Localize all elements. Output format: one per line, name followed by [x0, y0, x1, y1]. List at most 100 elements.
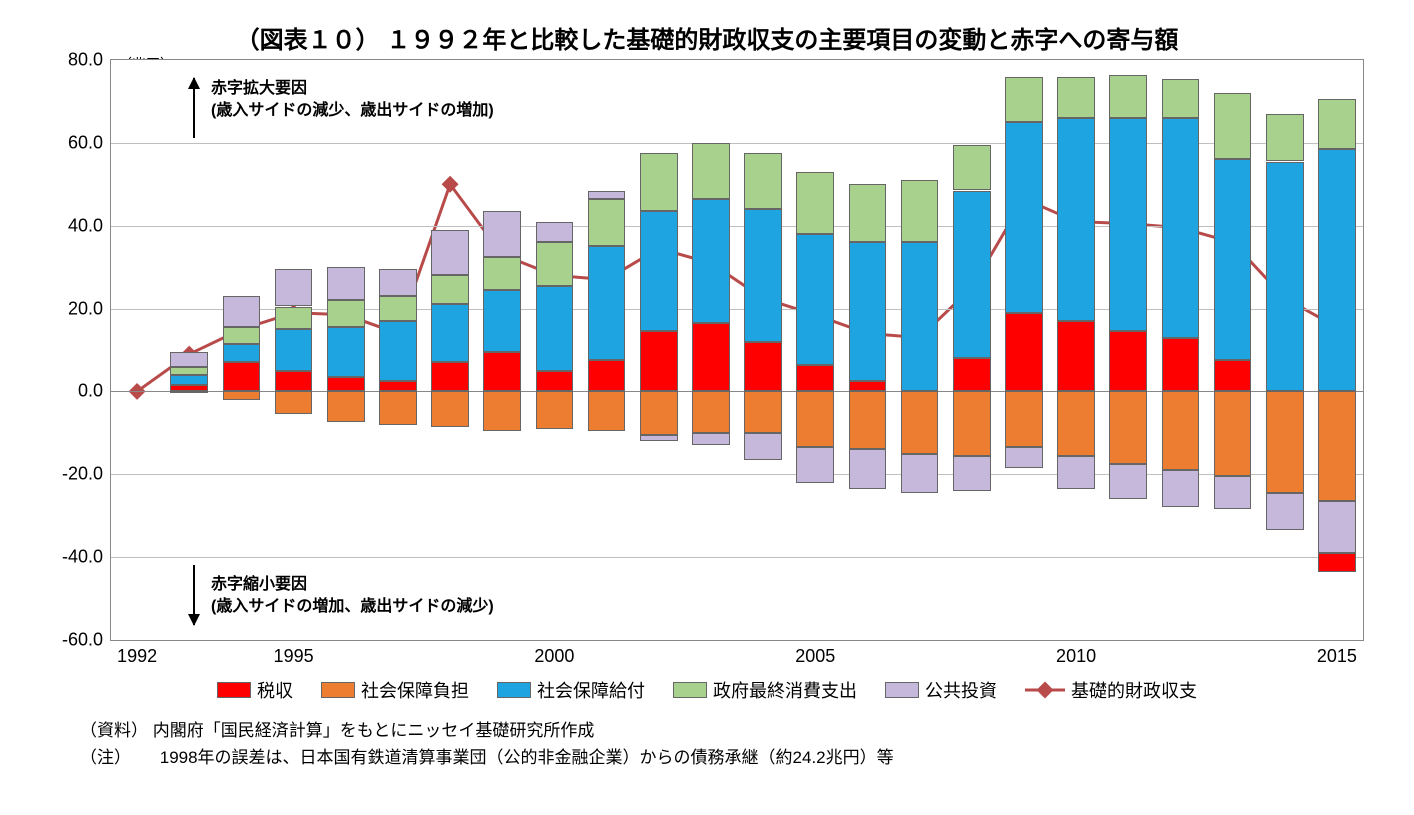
bar-group	[849, 60, 887, 640]
bar-seg-public_invest	[536, 222, 574, 243]
bar-seg-public_invest	[1005, 447, 1043, 468]
bar-seg-ss_benefit	[901, 242, 939, 391]
bar-seg-public_invest	[1162, 470, 1200, 507]
x-tick-label: 2010	[1056, 646, 1096, 667]
annotation-bottom-line2: (歳入サイドの増加、歳出サイドの減少)	[211, 598, 494, 615]
bar-seg-tax_revenue	[1005, 313, 1043, 392]
x-tick-label: 1992	[117, 646, 157, 667]
bar-seg-ss_burden	[536, 391, 574, 428]
bar-seg-public_invest	[275, 269, 313, 306]
bar-seg-gov_consume	[431, 275, 469, 304]
bar-seg-ss_benefit	[275, 329, 313, 370]
annotation-top-line2: (歳入サイドの減少、歳出サイドの増加)	[211, 102, 494, 119]
bar-seg-ss_burden	[1162, 391, 1200, 470]
bar-seg-tax_revenue	[640, 331, 678, 391]
legend-swatch	[885, 682, 919, 698]
legend-label: 社会保障給付	[537, 677, 645, 703]
bar-seg-tax_revenue	[692, 323, 730, 391]
bar-seg-public_invest	[849, 449, 887, 488]
bar-seg-gov_consume	[170, 367, 208, 375]
bar-seg-ss_burden	[588, 391, 626, 430]
bar-seg-public_invest	[640, 435, 678, 441]
legend-label: 基礎的財政収支	[1071, 677, 1197, 703]
y-tick-label: -20.0	[62, 464, 103, 485]
bar-seg-tax_revenue	[327, 377, 365, 392]
legend-item-pb-line: 基礎的財政収支	[1025, 677, 1197, 703]
bar-seg-gov_consume	[1005, 77, 1043, 123]
bar-seg-ss_benefit	[744, 209, 782, 342]
bar-seg-tax_revenue	[1057, 321, 1095, 391]
y-tick-label: 20.0	[68, 298, 103, 319]
bar-group	[1057, 60, 1095, 640]
bar-seg-public_invest	[1266, 493, 1304, 530]
bar-seg-ss_benefit	[327, 327, 365, 377]
legend-label: 公共投資	[925, 677, 997, 703]
bar-seg-ss_benefit	[1005, 122, 1043, 313]
legend-swatch	[321, 682, 355, 698]
bar-seg-ss_benefit	[692, 199, 730, 323]
bar-seg-tax_revenue	[431, 362, 469, 391]
bar-group	[901, 60, 939, 640]
legend-line-icon	[1025, 683, 1065, 697]
bar-seg-ss_burden	[1005, 391, 1043, 447]
bar-group	[483, 60, 521, 640]
bar-group	[640, 60, 678, 640]
bar-seg-ss_benefit	[1266, 162, 1304, 392]
y-tick-label: -60.0	[62, 630, 103, 651]
bar-group	[327, 60, 365, 640]
bar-seg-ss_burden	[953, 391, 991, 455]
bar-seg-ss_burden	[640, 391, 678, 435]
bar-seg-public_invest	[223, 296, 261, 327]
bar-seg-public_invest	[379, 269, 417, 296]
bar-seg-tax_revenue	[744, 342, 782, 392]
bar-seg-gov_consume	[1318, 99, 1356, 149]
annotation-top: 赤字拡大要因(歳入サイドの減少、歳出サイドの増加)	[211, 78, 494, 123]
bar-seg-public_invest	[483, 211, 521, 257]
bar-seg-ss_benefit	[536, 286, 574, 371]
bar-seg-tax_revenue	[1214, 360, 1252, 391]
bar-seg-tax_revenue	[588, 360, 626, 391]
bar-group	[431, 60, 469, 640]
legend-swatch	[497, 682, 531, 698]
bar-seg-public_invest	[170, 352, 208, 367]
bar-seg-public_invest	[1057, 456, 1095, 489]
bar-group	[796, 60, 834, 640]
bar-seg-ss_benefit	[1318, 149, 1356, 391]
bar-seg-public_invest	[901, 454, 939, 493]
bar-group	[1162, 60, 1200, 640]
bar-seg-ss_burden	[901, 391, 939, 453]
bar-seg-gov_consume	[1266, 114, 1304, 162]
bar-seg-ss_benefit	[1214, 159, 1252, 360]
bar-group	[1109, 60, 1147, 640]
y-tick-label: 40.0	[68, 215, 103, 236]
bar-seg-ss_benefit	[640, 211, 678, 331]
bar-seg-ss_benefit	[849, 242, 887, 381]
bar-seg-tax_revenue	[223, 362, 261, 391]
bar-seg-public_invest	[588, 191, 626, 199]
bar-seg-gov_consume	[327, 300, 365, 327]
bar-seg-gov_consume	[744, 153, 782, 209]
bar-seg-gov_consume	[796, 172, 834, 234]
x-tick-label: 2015	[1317, 646, 1357, 667]
bar-seg-ss_benefit	[588, 246, 626, 360]
bar-group	[588, 60, 626, 640]
bar-seg-public_invest	[953, 456, 991, 491]
bar-seg-gov_consume	[536, 242, 574, 286]
legend-label: 社会保障負担	[361, 677, 469, 703]
bar-seg-tax_revenue	[953, 358, 991, 391]
bar-seg-gov_consume	[640, 153, 678, 211]
legend-item-ss_burden: 社会保障負担	[321, 677, 469, 703]
y-tick-label: 0.0	[78, 381, 103, 402]
bar-seg-ss_burden	[483, 391, 521, 430]
bar-seg-tax_revenue	[275, 371, 313, 392]
bar-seg-ss_benefit	[1109, 118, 1147, 331]
bar-seg-gov_consume	[849, 184, 887, 242]
footnote-note: （注） 1998年の誤差は、日本国有鉄道清算事業団（公的非金融企業）からの債務承…	[80, 744, 1394, 771]
bar-seg-public_invest	[1318, 501, 1356, 553]
bar-seg-public_invest	[692, 433, 730, 445]
pb-line	[137, 184, 1337, 391]
bar-seg-public_invest	[1214, 476, 1252, 509]
bar-seg-ss_benefit	[953, 191, 991, 359]
bar-seg-ss_benefit	[796, 234, 834, 365]
bar-group	[379, 60, 417, 640]
